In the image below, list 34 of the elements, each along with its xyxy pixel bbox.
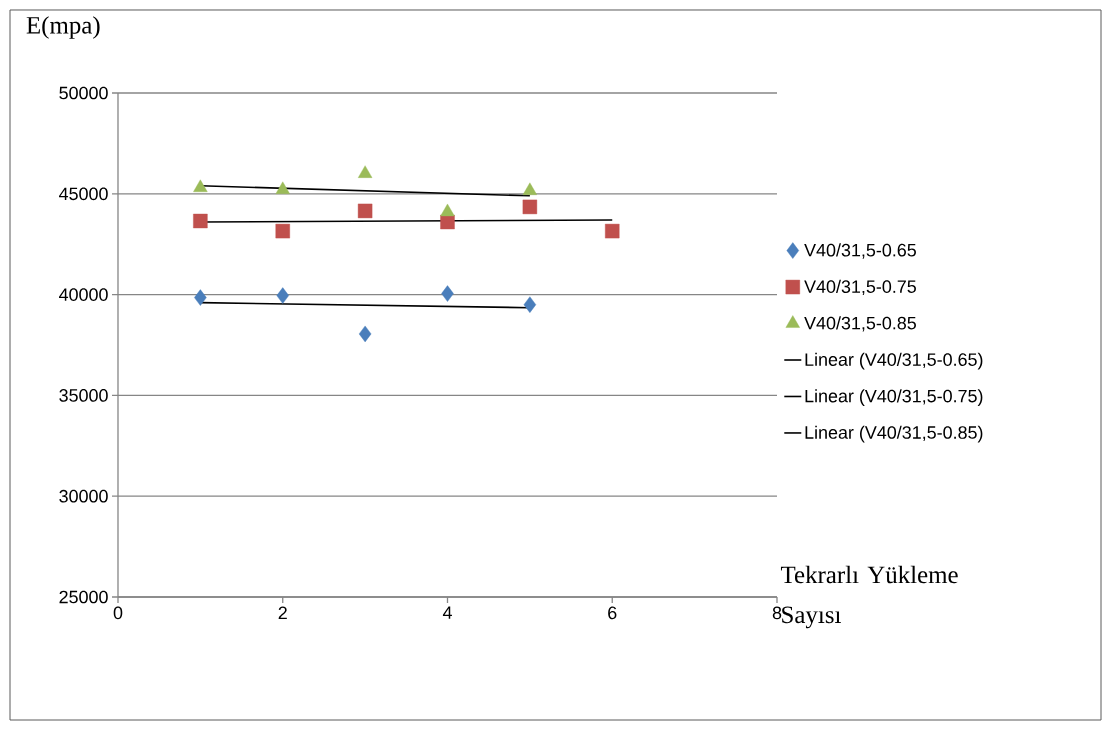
y-axis-title: E(mpa)	[26, 16, 100, 39]
point	[523, 296, 537, 313]
point	[193, 213, 208, 229]
point	[275, 181, 290, 194]
point	[358, 325, 372, 343]
point	[522, 199, 538, 215]
point	[276, 287, 289, 304]
y-tick-label: 50000	[59, 86, 108, 100]
legend-label: Linear (V40/31,5-0.85)	[805, 425, 983, 443]
x-tick-label: 2	[278, 606, 287, 620]
y-tick-label: 45000	[59, 187, 108, 201]
x-tick-label: 6	[608, 606, 617, 620]
point	[358, 165, 373, 178]
point	[440, 203, 455, 217]
y-tick-label: 30000	[59, 489, 108, 503]
y-tick-label: 25000	[59, 590, 108, 604]
x-axis-title: Tekrarlı Yükleme Sayısı	[780, 565, 958, 629]
legend-label: V40/31,5-0.75	[804, 279, 916, 296]
legend-label: V40/31,5-0.85	[804, 316, 916, 332]
point	[522, 182, 537, 195]
legend-label: V40/31,5-0.65	[804, 243, 916, 259]
point	[605, 223, 620, 239]
y-tick-label: 35000	[59, 389, 108, 402]
legend-label: Linear (V40/31,5-0.65)	[805, 352, 983, 370]
x-tick-label: 0	[113, 606, 123, 620]
legend-label: Linear (V40/31,5-0.75)	[805, 389, 983, 406]
point	[275, 223, 290, 239]
point	[441, 285, 454, 302]
x-tick-label: 4	[442, 606, 452, 619]
x-tick-label: 8	[772, 606, 782, 620]
point	[193, 179, 208, 192]
y-tick-label: 40000	[59, 288, 108, 301]
point	[357, 203, 373, 219]
point	[194, 289, 207, 306]
